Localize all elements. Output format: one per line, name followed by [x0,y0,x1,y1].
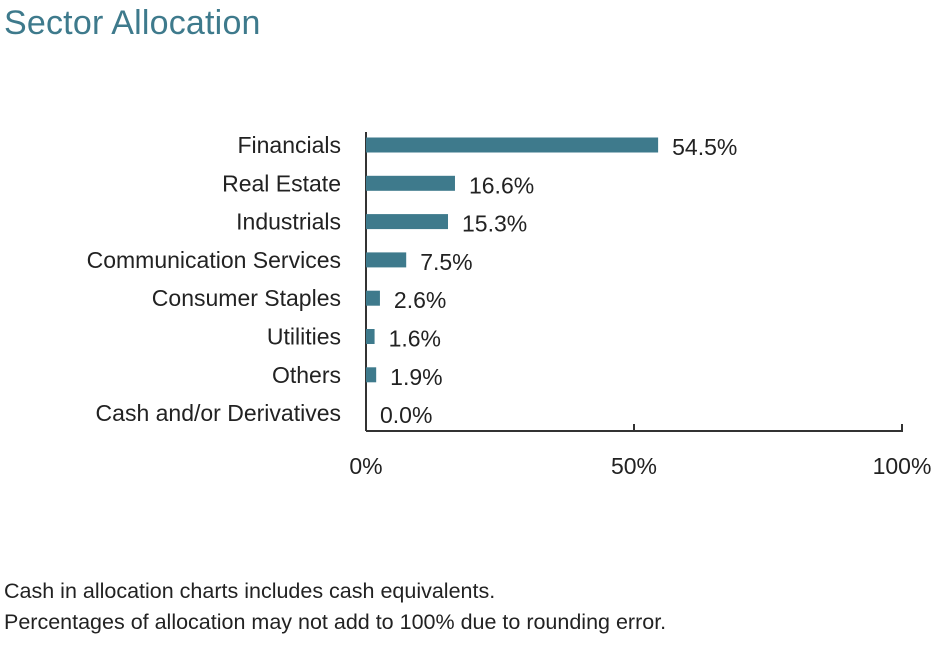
bar-financials [366,137,659,153]
bar-consumer-staples [366,290,380,306]
category-label-cash-and-or-derivatives: Cash and/or Derivatives [96,400,341,426]
x-tick-label: 0% [349,453,382,479]
value-label-real-estate: 16.6% [469,172,534,198]
bar-utilities [366,329,375,344]
category-label-others: Others [272,362,341,388]
value-label-utilities: 1.6% [389,326,441,352]
bar-others [366,367,377,383]
category-label-financials: Financials [237,132,341,158]
x-tick-label: 50% [611,453,657,479]
bar-industrials [366,214,449,230]
footnotes: Cash in allocation charts includes cash … [4,576,666,638]
category-label-consumer-staples: Consumer Staples [152,285,341,311]
value-label-cash-and-or-derivatives: 0.0% [380,402,432,428]
category-label-communication-services: Communication Services [87,247,341,273]
category-label-utilities: Utilities [267,324,341,350]
value-label-industrials: 15.3% [462,211,527,237]
bar-communication-services [366,252,407,268]
value-label-others: 1.9% [390,364,442,390]
footnote-cash: Cash in allocation charts includes cash … [4,579,496,603]
value-label-financials: 54.5% [672,134,737,160]
value-label-communication-services: 7.5% [420,249,472,275]
category-label-real-estate: Real Estate [222,170,341,196]
bar-real-estate [366,175,455,191]
category-label-industrials: Industrials [236,209,341,235]
footnote-rounding: Percentages of allocation may not add to… [4,610,667,634]
x-tick-label: 100% [873,453,932,479]
chart-title: Sector Allocation [4,4,261,42]
value-label-consumer-staples: 2.6% [394,287,446,313]
